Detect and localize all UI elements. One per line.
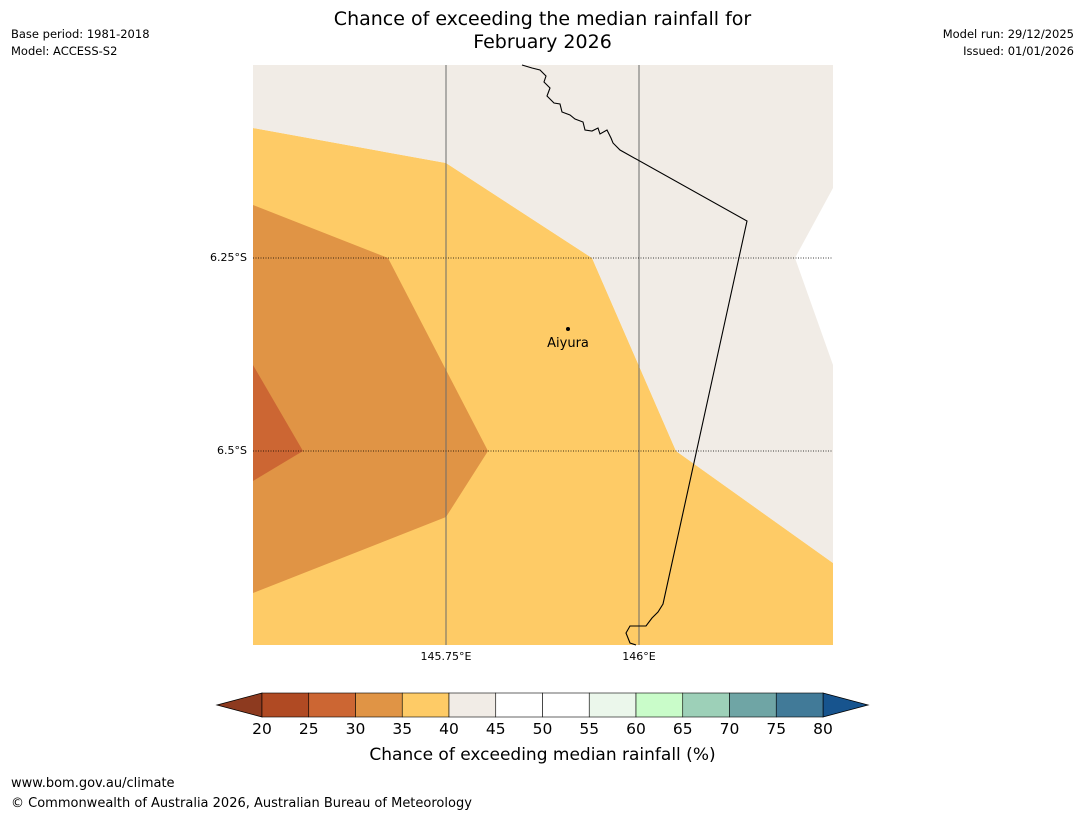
colorbar-segment — [355, 692, 403, 718]
colorbar-segment — [542, 692, 590, 718]
colorbar-segment — [448, 692, 497, 718]
colorbar-segment — [635, 692, 684, 718]
issued-date-text: Issued: 01/01/2026 — [963, 44, 1074, 58]
colorbar-segment — [729, 692, 777, 718]
model-name-text: Model: ACCESS-S2 — [11, 44, 118, 58]
colorbar-tick-label: 70 — [719, 720, 740, 738]
colorbar-segment — [775, 692, 824, 718]
lon-label-146: 146°E — [622, 650, 656, 663]
colorbar-segment — [495, 692, 543, 718]
colorbar-under-arrow — [215, 692, 263, 718]
location-dot-icon[interactable] — [566, 327, 570, 331]
colorbar-over-arrow — [822, 692, 870, 718]
colorbar-tick-label: 25 — [298, 720, 319, 738]
colorbar-tick-label: 65 — [672, 720, 693, 738]
colorbar-segment — [308, 692, 356, 718]
province-boundary-line — [521, 64, 748, 646]
lon-label-145-75: 145.75°E — [420, 650, 472, 663]
footer-copyright: © Commonwealth of Australia 2026, Austra… — [11, 796, 472, 811]
footer-url[interactable]: www.bom.gov.au/climate — [11, 776, 175, 791]
colorbar-tick-label: 80 — [813, 720, 833, 738]
colorbar-segment — [261, 692, 310, 718]
colorbar-tick-label: 60 — [626, 720, 646, 738]
colorbar-tick-label: 35 — [392, 720, 413, 738]
colorbar-tick-label: 40 — [439, 720, 459, 738]
lat-label-6-5: 6.5°S — [217, 444, 247, 457]
region-40-45 — [253, 65, 833, 563]
meta-info-right: Model run: 29/12/2025 Issued: 01/01/2026 — [943, 26, 1074, 60]
place-label-aiyura[interactable]: Aiyura — [547, 336, 589, 351]
colorbar-tick-label: 55 — [579, 720, 600, 738]
region-25-30 — [253, 365, 303, 481]
region-30-35 — [253, 205, 488, 593]
model-run-text: Model run: 29/12/2025 — [942, 27, 1074, 41]
colorbar-tick-label: 30 — [345, 720, 366, 738]
colorbar-tick-label: 50 — [532, 720, 553, 738]
colorbar-tick-label: 20 — [252, 720, 272, 738]
colorbar-tick-label: 45 — [485, 720, 506, 738]
meta-info-left: Base period: 1981-2018 Model: ACCESS-S2 — [11, 26, 150, 60]
base-period-text: Base period: 1981-2018 — [11, 27, 150, 41]
colorbar-tick-label: 75 — [766, 720, 787, 738]
colorbar-label: Chance of exceeding median rainfall (%) — [369, 745, 716, 765]
colorbar-segment — [588, 692, 637, 718]
map-title: Chance of exceeding the median rainfall … — [333, 8, 752, 53]
lat-label-6-25: 6.25°S — [210, 251, 247, 264]
colorbar-segment — [682, 692, 730, 718]
colorbar-segment — [401, 692, 450, 718]
